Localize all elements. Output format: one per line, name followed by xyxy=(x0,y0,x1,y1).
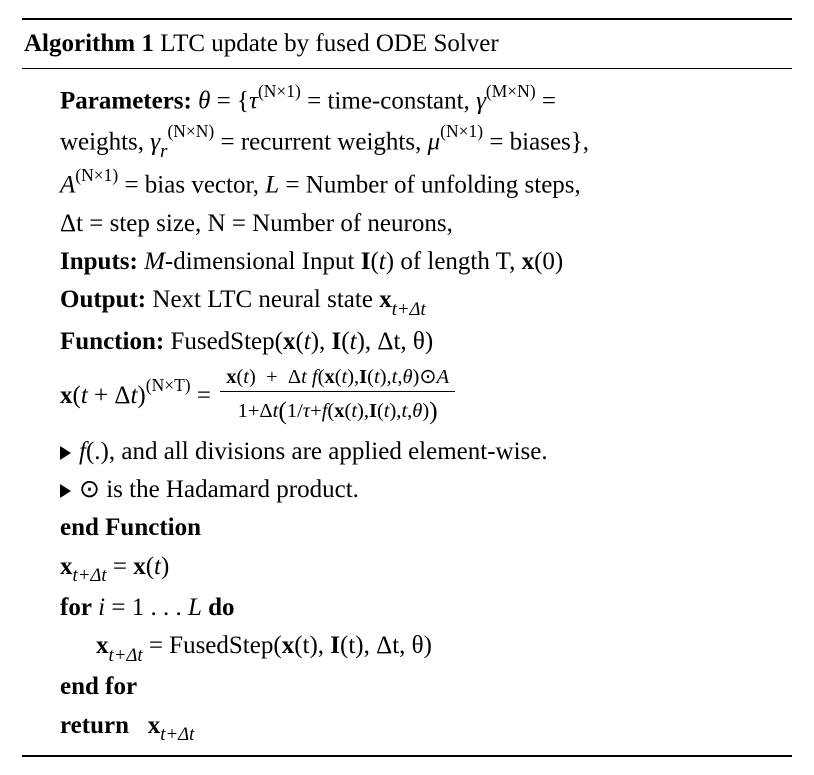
return-line: return xt+Δt xyxy=(24,708,790,747)
eq-lhs-arg: (t + Δt) xyxy=(73,382,146,409)
output-label: Output: xyxy=(60,286,146,313)
note-line-2: ⊙ is the Hadamard product. xyxy=(24,472,790,508)
algorithm-body: Parameters: θ = {τ(N×1) = time-constant,… xyxy=(22,69,792,757)
equation-fraction: x(t) + Δt f(x(t),I(t),t,θ)⊙A 1+Δt(1/τ+f(… xyxy=(220,366,455,424)
gammar-desc: = recurrent weights, xyxy=(214,128,427,155)
loop-lhs: x xyxy=(96,632,109,659)
do-label: do xyxy=(208,594,234,621)
triangle-icon xyxy=(60,484,71,498)
inputs-text-m: M xyxy=(144,248,165,275)
return-x: x xyxy=(148,712,161,739)
gamma-symbol: γ xyxy=(476,88,486,115)
mu-symbol: μ xyxy=(428,128,441,155)
loop-body-b: (t), xyxy=(294,632,330,659)
fraction-denominator: 1+Δt(1/τ+f(x(t),I(t),t,θ)) xyxy=(220,392,455,424)
loop-I: I xyxy=(330,632,340,659)
tau-symbol: τ xyxy=(249,88,258,115)
A-symbol: A xyxy=(60,172,75,199)
assign-rhs-t: (t) xyxy=(146,553,170,580)
parameters-line-2: weights, γr(N×N) = recurrent weights, μ(… xyxy=(24,122,790,164)
assign-rhs: x xyxy=(133,553,146,580)
algorithm-title-bar: Algorithm 1 LTC update by fused ODE Solv… xyxy=(22,18,792,69)
A-sup: (N×1) xyxy=(75,165,118,185)
inputs-line: Inputs: M-dimensional Input I(t) of leng… xyxy=(24,244,790,280)
loop-body-a: = FusedStep( xyxy=(143,632,282,659)
x-vec-0: x xyxy=(522,248,535,275)
gammar-symbol: γ xyxy=(150,128,160,155)
A-desc: = bias vector, xyxy=(118,172,265,199)
fraction-numerator: x(t) + Δt f(x(t),I(t),t,θ)⊙A xyxy=(220,366,455,393)
I-arg: I xyxy=(332,328,342,355)
mu-sup: (N×1) xyxy=(440,121,483,141)
parameters-line-1: Parameters: θ = {τ(N×1) = time-constant,… xyxy=(24,81,790,120)
for-label: for xyxy=(60,594,92,621)
note1-rest: (.), and all divisions are applied eleme… xyxy=(86,438,548,465)
return-label: return xyxy=(60,712,129,739)
parameters-line-4: Δt = step size, N = Number of neurons, xyxy=(24,206,790,242)
L-symbol: L xyxy=(265,172,279,199)
algo-title-text: LTC update by fused ODE Solver xyxy=(154,30,499,57)
output-text: Next LTC neural state xyxy=(152,286,379,313)
triangle-icon xyxy=(60,446,71,460)
assign-line: xt+Δt = x(t) xyxy=(24,549,790,588)
gamma-sup: (M×N) xyxy=(486,81,536,101)
fn-sig-a: FusedStep( xyxy=(170,328,283,355)
parameters-line-3: A(N×1) = bias vector, L = Number of unfo… xyxy=(24,165,790,204)
end-function-line: end Function xyxy=(24,510,790,546)
assign-eq: = xyxy=(107,553,134,580)
theta: θ xyxy=(198,88,217,115)
x-sub-out: t+Δt xyxy=(392,299,426,320)
x-arg-t: (t), xyxy=(295,328,331,355)
gamma-eq: = xyxy=(536,88,556,115)
loop-body-c: (t), Δt, θ) xyxy=(340,632,432,659)
eq-lhs-sup: (N×T) xyxy=(146,375,191,395)
inputs-label: Inputs: xyxy=(60,248,138,275)
I-of-t: (t) xyxy=(370,248,394,275)
x0: (0) xyxy=(534,248,563,275)
assign-lhs-sub: t+Δt xyxy=(73,565,107,586)
eq: = { xyxy=(217,88,249,115)
end-for-line: end for xyxy=(24,669,790,705)
I-vec: I xyxy=(361,248,371,275)
equation-line: x(t + Δt)(N×T) = x(t) + Δt f(x(t),I(t),t… xyxy=(24,362,790,432)
note2-text: ⊙ is the Hadamard product. xyxy=(79,476,359,503)
tau-desc: = time-constant, xyxy=(301,88,476,115)
return-sep xyxy=(135,712,148,739)
gammar-sup: (N×N) xyxy=(167,121,214,141)
weights-prefix: weights, xyxy=(60,128,150,155)
output-line: Output: Next LTC neural state xt+Δt xyxy=(24,282,790,321)
loop-x: x xyxy=(282,632,295,659)
gammar-sub: r xyxy=(160,141,167,162)
parameters-label: Parameters: xyxy=(60,88,192,115)
fn-sig-b: , Δt, θ) xyxy=(365,328,433,355)
function-label: Function: xyxy=(60,328,164,355)
for-line: for i = 1 . . . L do xyxy=(24,590,790,626)
loop-body-line: xt+Δt = FusedStep(x(t), I(t), Δt, θ) xyxy=(24,628,790,667)
note1-f: f xyxy=(79,438,86,465)
for-range: i xyxy=(98,594,111,621)
eq-lhs-x: x xyxy=(60,382,73,409)
loop-lhs-sub: t+Δt xyxy=(109,645,143,666)
x-arg: x xyxy=(283,328,296,355)
I-arg-t: (t) xyxy=(341,328,365,355)
assign-lhs: x xyxy=(60,553,73,580)
dt-desc: Δt = step size, xyxy=(60,210,208,237)
note-line-1: f(.), and all divisions are applied elem… xyxy=(24,434,790,470)
end-function-label: end Function xyxy=(60,514,201,541)
algorithm-box: Algorithm 1 LTC update by fused ODE Solv… xyxy=(22,18,792,757)
function-line: Function: FusedStep(x(t), I(t), Δt, θ) xyxy=(24,324,790,360)
tau-sup: (N×1) xyxy=(258,81,301,101)
inputs-text-a: -dimensional Input xyxy=(165,248,361,275)
N-desc: N = Number of neurons, xyxy=(208,210,453,237)
inputs-text-b: of length T, xyxy=(394,248,522,275)
L-desc: = Number of unfolding steps, xyxy=(279,172,581,199)
algo-number: Algorithm 1 xyxy=(24,30,154,57)
return-sub: t+Δt xyxy=(160,724,194,745)
mu-desc: = biases}, xyxy=(483,128,589,155)
x-vec-out: x xyxy=(379,286,392,313)
for-range-rest: = 1 . . . L xyxy=(111,594,208,621)
eq-equals: = xyxy=(197,382,217,409)
end-for-label: end for xyxy=(60,673,137,700)
